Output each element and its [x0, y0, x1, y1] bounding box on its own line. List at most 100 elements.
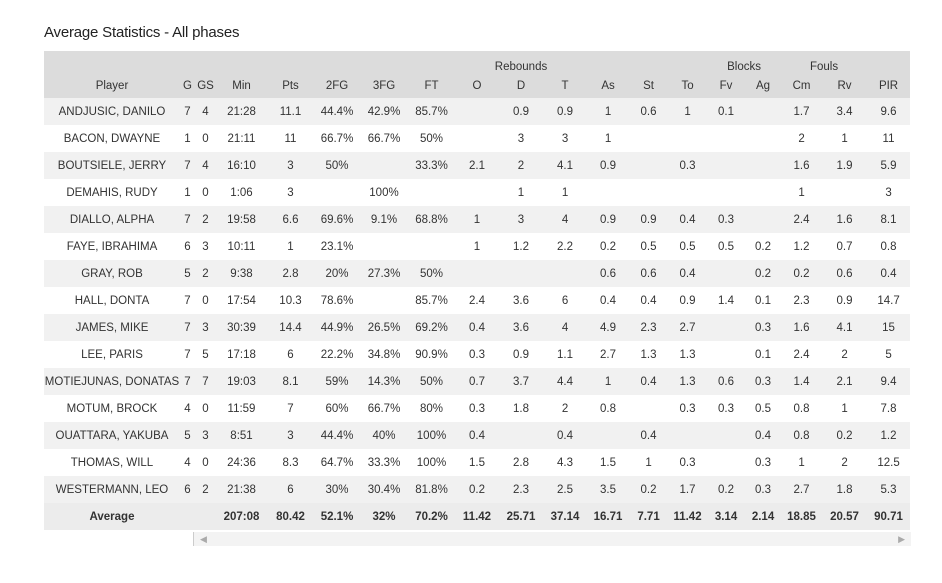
column-header: Ag [755, 79, 771, 92]
stat-cell: 14.7 [877, 294, 900, 307]
stat-cell: 0.9 [513, 348, 529, 361]
stat-cell: 66.7% [320, 132, 354, 145]
empty-cell [745, 206, 781, 233]
stat-cell: 68.8% [415, 213, 448, 226]
stat-cell: 2.8 [513, 456, 529, 469]
player-name: WESTERMANN, LEO [55, 483, 169, 496]
empty-cell [707, 152, 745, 179]
stat-cell: 1:06 [230, 186, 253, 199]
stat-cell: 1.3 [640, 348, 657, 361]
stat-cell: 100% [369, 186, 399, 199]
stat-cell: 69.2% [415, 321, 448, 334]
stat-cell: 0.3 [679, 159, 696, 172]
stat-cell: 19:58 [227, 213, 256, 226]
empty-cell [707, 260, 745, 287]
stat-cell: 7 [184, 375, 191, 388]
stat-cell: 0.3 [679, 456, 696, 469]
stat-cell: 0.9 [640, 213, 657, 226]
group-header: Fouls [809, 61, 839, 73]
stat-cell: 4 [184, 456, 191, 469]
stat-cell: 1.7 [679, 483, 696, 496]
column-header-row: Player G GS Min Pts 2FG 3FG FT O D T As St To Fv Ag Cm Rv… [44, 73, 911, 98]
stat-cell: 0.9 [679, 294, 696, 307]
stat-cell: 1.5 [600, 456, 617, 469]
stat-cell: 0.8 [793, 402, 810, 415]
stat-cell: 0.4 [679, 213, 696, 226]
stat-cell: 30:39 [227, 321, 256, 334]
stat-cell: 1.1 [557, 348, 574, 361]
stat-cell: 4 [184, 402, 191, 415]
stat-cell: 17:18 [227, 348, 256, 361]
stat-cell: 0.6 [640, 267, 657, 280]
stat-cell: 69.6% [320, 213, 354, 226]
stat-cell: 60% [325, 402, 349, 415]
stat-cell: 23.1% [320, 240, 354, 253]
average-cell: 20.57 [830, 510, 859, 523]
stat-cell: 0.4 [640, 294, 657, 307]
stat-cell: 3.4 [836, 105, 853, 118]
player-name: DEMAHIS, RUDY [66, 186, 158, 199]
empty-cell [195, 503, 216, 530]
average-cell: 90.71 [874, 510, 903, 523]
empty-cell [455, 260, 499, 287]
stat-cell: 11 [882, 132, 895, 145]
stat-cell: 14.4 [279, 321, 302, 334]
empty-cell [822, 179, 867, 206]
stat-cell: 0.2 [640, 483, 657, 496]
stat-cell: 2 [841, 456, 848, 469]
empty-cell [360, 233, 408, 260]
scrollbar[interactable]: ◀ ▶ [193, 532, 911, 546]
stat-cell: 0 [202, 132, 209, 145]
stat-cell: 44.9% [320, 321, 354, 334]
stat-cell: 8.1 [880, 213, 897, 226]
stat-cell: 8.3 [282, 456, 299, 469]
column-header: Rv [837, 79, 852, 92]
stat-cell: 2 [202, 213, 209, 226]
empty-cell [745, 152, 781, 179]
stat-cell: 1.2 [513, 240, 529, 253]
stat-cell: 0 [202, 402, 209, 415]
player-name: HALL, DONTA [74, 294, 150, 307]
stat-cell: 3 [561, 132, 569, 145]
stats-table: Rebounds Blocks Fouls Player G GS Min Pts 2FG… [44, 51, 911, 530]
player-row: BACON, DWAYNE 1 0 21:11 11 66.7% 66.7% 50% 3 3 1 2 1… [44, 125, 911, 152]
stat-cell: 9.4 [880, 375, 897, 388]
player-name: MOTUM, BROCK [66, 402, 158, 415]
stat-cell: 0.5 [718, 240, 735, 253]
average-cell: 70.2% [415, 510, 448, 523]
stat-cell: 21:38 [227, 483, 256, 496]
stat-cell: 4 [561, 321, 569, 334]
stat-cell: 0.3 [718, 213, 735, 226]
stat-cell: 0.4 [557, 429, 574, 442]
stat-cell: 2 [561, 402, 569, 415]
stat-cell: 9:38 [230, 267, 253, 280]
stat-cell: 2 [798, 132, 805, 145]
stat-cell: 0.4 [640, 429, 657, 442]
stat-cell: 0.1 [755, 294, 772, 307]
stat-cell: 2.3 [513, 483, 529, 496]
stat-cell: 50% [419, 375, 444, 388]
stat-cell: 20% [325, 267, 349, 280]
stat-cell: 6 [184, 240, 191, 253]
stat-cell: 4.3 [557, 456, 574, 469]
stat-cell: 4.9 [600, 321, 617, 334]
column-header: FT [424, 79, 439, 92]
stat-cell: 1.4 [793, 375, 810, 388]
stat-cell: 0.1 [718, 105, 735, 118]
stat-cell: 1.2 [793, 240, 810, 253]
stat-cell: 0.9 [557, 105, 574, 118]
column-header: Player [95, 79, 129, 92]
stat-cell: 66.7% [367, 402, 401, 415]
empty-cell [745, 98, 781, 125]
stat-cell: 15 [882, 321, 895, 334]
column-header: Fv [719, 79, 733, 92]
stat-cell: 33.3% [415, 159, 448, 172]
stat-cell: 1 [604, 105, 612, 118]
column-header: G [183, 79, 192, 92]
stat-cell: 3.5 [600, 483, 617, 496]
column-header: O [472, 79, 482, 92]
empty-cell [455, 125, 499, 152]
empty-cell [707, 449, 745, 476]
stat-cell: 4 [561, 213, 569, 226]
stat-cell: 0.3 [755, 321, 772, 334]
